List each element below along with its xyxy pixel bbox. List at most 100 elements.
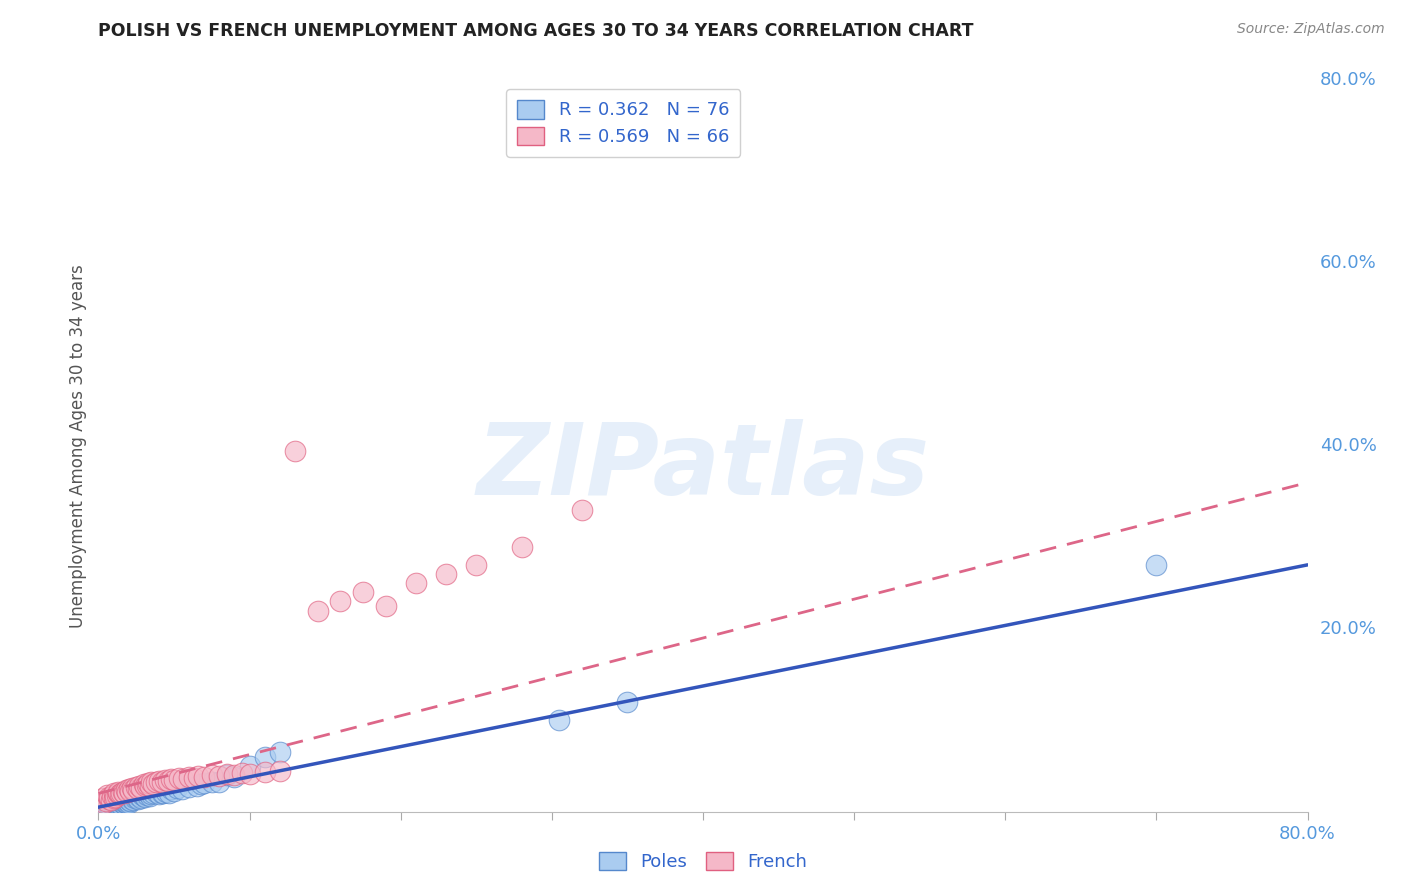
Point: [132, 789, 155, 804]
Text: ZIPatlas: ZIPatlas: [477, 419, 929, 516]
Point: [215, 767, 238, 781]
Point: [141, 774, 163, 789]
Point: [145, 775, 167, 789]
Point: [107, 784, 129, 798]
Point: [183, 771, 205, 785]
Point: [105, 797, 128, 811]
Point: [112, 797, 135, 812]
Point: [269, 745, 291, 759]
Text: 40.0%: 40.0%: [1320, 437, 1376, 455]
Point: [90, 796, 112, 810]
Point: [208, 769, 231, 783]
Point: [128, 789, 150, 804]
Point: [115, 794, 138, 808]
Point: [465, 558, 488, 572]
Point: [131, 789, 153, 803]
Point: [201, 768, 224, 782]
Point: [616, 695, 638, 709]
Point: [571, 503, 593, 517]
Text: 80.0%: 80.0%: [1320, 71, 1376, 89]
Point: [115, 784, 138, 798]
Point: [134, 790, 156, 805]
Point: [93, 799, 115, 814]
Point: [96, 797, 118, 811]
Point: [110, 798, 132, 813]
Point: [253, 765, 276, 780]
Point: [239, 759, 262, 773]
Point: [112, 795, 135, 809]
Point: [405, 576, 427, 591]
Point: [153, 772, 176, 787]
Point: [107, 787, 129, 801]
Point: [307, 603, 329, 617]
Point: [127, 792, 149, 806]
Point: [120, 794, 142, 808]
Point: [101, 789, 124, 804]
Point: [187, 769, 209, 783]
Point: [150, 774, 173, 789]
Point: [352, 585, 374, 599]
Point: [134, 779, 156, 793]
Point: [111, 784, 134, 798]
Point: [122, 782, 145, 797]
Point: [177, 770, 201, 784]
Point: [224, 768, 246, 782]
Point: [284, 443, 307, 458]
Point: [120, 783, 142, 797]
Point: [142, 787, 165, 801]
Point: [125, 780, 148, 794]
Point: [201, 775, 224, 789]
Point: [193, 770, 215, 784]
Point: [108, 797, 131, 811]
Point: [103, 787, 125, 801]
Point: [172, 772, 194, 786]
Point: [105, 796, 128, 810]
Point: [129, 791, 152, 805]
Point: [118, 793, 141, 807]
Point: [139, 779, 162, 793]
Point: [100, 797, 122, 812]
Point: [122, 793, 145, 807]
Point: [135, 789, 157, 803]
Point: [329, 594, 352, 608]
Point: [163, 772, 186, 787]
Point: [145, 784, 167, 798]
Text: 20.0%: 20.0%: [1320, 620, 1376, 638]
Point: [94, 794, 117, 808]
Point: [186, 779, 208, 793]
Point: [93, 796, 115, 810]
Point: [155, 784, 177, 798]
Point: [159, 785, 181, 799]
Point: [177, 780, 201, 794]
Point: [98, 790, 121, 805]
Point: [111, 796, 134, 810]
Point: [108, 788, 131, 802]
Point: [103, 797, 125, 811]
Point: [105, 797, 128, 812]
Point: [115, 797, 138, 811]
Point: [136, 787, 159, 801]
Point: [107, 794, 129, 808]
Point: [118, 796, 141, 810]
Point: [510, 540, 533, 554]
Text: Source: ZipAtlas.com: Source: ZipAtlas.com: [1237, 22, 1385, 37]
Y-axis label: Unemployment Among Ages 30 to 34 years: Unemployment Among Ages 30 to 34 years: [69, 264, 87, 628]
Point: [103, 799, 125, 814]
Point: [103, 800, 125, 814]
Point: [125, 789, 148, 803]
Point: [98, 798, 121, 813]
Point: [215, 768, 238, 782]
Text: POLISH VS FRENCH UNEMPLOYMENT AMONG AGES 30 TO 34 YEARS CORRELATION CHART: POLISH VS FRENCH UNEMPLOYMENT AMONG AGES…: [98, 22, 974, 40]
Point: [110, 795, 132, 809]
Point: [94, 796, 117, 810]
Point: [91, 797, 114, 812]
Point: [121, 790, 143, 805]
Point: [163, 783, 186, 797]
Point: [91, 791, 114, 805]
Point: [190, 777, 212, 791]
Point: [156, 773, 179, 788]
Point: [148, 788, 170, 802]
Point: [193, 776, 215, 790]
Point: [239, 767, 262, 781]
Point: [127, 781, 149, 796]
